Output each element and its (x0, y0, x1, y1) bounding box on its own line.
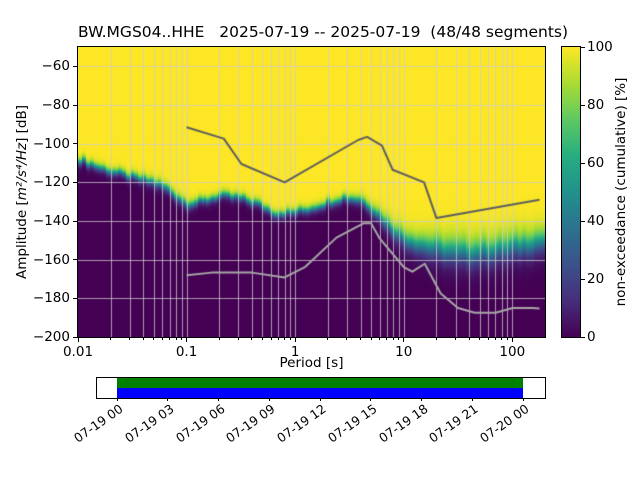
heatmap-canvas (78, 47, 545, 337)
timeline-coverage-segment (117, 388, 523, 398)
x-minor-tick (468, 338, 470, 340)
y-tick (73, 297, 77, 299)
x-minor-tick (494, 338, 496, 340)
colorbar-tick (581, 104, 585, 106)
timeline-bar (96, 377, 546, 399)
x-tick-label: 0.01 (62, 344, 94, 360)
colorbar-tick-label: 60 (587, 155, 605, 171)
x-minor-tick (289, 338, 291, 340)
colorbar-tick (581, 220, 585, 222)
x-minor-tick (270, 338, 272, 340)
x-tick (511, 338, 513, 342)
colorbar-tick (581, 46, 585, 48)
x-minor-tick (181, 338, 183, 340)
y-tick-label: −60 (41, 58, 71, 75)
x-minor-tick (435, 338, 437, 340)
y-tick-label: −160 (32, 251, 70, 268)
x-axis-label: Period [s] (279, 355, 344, 371)
x-tick (294, 338, 296, 342)
x-minor-tick (237, 338, 239, 340)
colorbar-tick (581, 336, 585, 338)
colorbar-gradient (562, 47, 580, 337)
timeline-tick (370, 398, 372, 401)
colorbar-tick (581, 162, 585, 164)
timeline-tick (268, 398, 270, 401)
colorbar-tick-label: 80 (587, 97, 605, 113)
y-tick-label: −200 (32, 329, 70, 345)
colorbar-tick-label: 100 (587, 39, 613, 55)
plot-title: BW.MGS04..HHE 2025-07-19 -- 2025-07-19 (… (78, 23, 569, 41)
x-minor-tick (346, 338, 348, 340)
timeline-tick (522, 398, 524, 401)
x-minor-tick (370, 338, 372, 340)
y-tick (73, 220, 77, 222)
x-minor-tick (251, 338, 253, 340)
timeline-tick (167, 398, 169, 401)
x-tick-label: 0.1 (175, 344, 198, 360)
y-tick-label: −140 (32, 213, 70, 229)
x-minor-tick (386, 338, 388, 340)
x-minor-tick (175, 338, 177, 340)
y-tick (73, 181, 77, 183)
timeline-tick (319, 398, 321, 401)
timeline-data-segment (117, 378, 523, 388)
colorbar-tick-label: 40 (587, 213, 605, 229)
x-tick-label: 100 (499, 344, 526, 360)
y-tick (73, 104, 77, 106)
x-minor-tick (110, 338, 112, 340)
x-minor-tick (261, 338, 263, 340)
x-minor-tick (169, 338, 171, 340)
colorbar-tick (581, 278, 585, 280)
y-tick (73, 259, 77, 261)
plot-area (77, 46, 546, 338)
x-minor-tick (506, 338, 508, 340)
x-minor-tick (501, 338, 503, 340)
x-minor-tick (392, 338, 394, 340)
x-minor-tick (479, 338, 481, 340)
colorbar (561, 46, 581, 338)
x-tick-label: 10 (395, 344, 413, 360)
x-minor-tick (360, 338, 362, 340)
x-minor-tick (487, 338, 489, 340)
colorbar-tick-label: 20 (587, 271, 605, 287)
colorbar-tick-label: 0 (587, 329, 596, 345)
y-tick-label: −180 (32, 290, 70, 307)
x-minor-tick (379, 338, 381, 340)
x-minor-tick (277, 338, 279, 340)
x-minor-tick (142, 338, 144, 340)
x-minor-tick (161, 338, 163, 340)
x-minor-tick (218, 338, 220, 340)
timeline-tick (421, 398, 422, 401)
y-tick-label: −120 (32, 174, 70, 191)
timeline-tick (471, 398, 473, 401)
y-tick (73, 336, 77, 338)
x-tick-label: 1 (290, 344, 300, 360)
x-minor-tick (455, 338, 457, 340)
y-tick-label: −100 (32, 135, 70, 152)
x-minor-tick (327, 338, 329, 340)
timeline-tick (218, 398, 219, 401)
timeline-tick (116, 398, 118, 401)
x-tick (77, 338, 79, 342)
y-tick-label: −80 (41, 97, 71, 113)
x-minor-tick (129, 338, 131, 340)
x-tick (186, 338, 188, 342)
x-minor-tick (398, 338, 400, 340)
x-tick (403, 338, 405, 342)
y-tick (73, 143, 77, 145)
x-minor-tick (153, 338, 155, 340)
y-tick (73, 65, 77, 67)
x-minor-tick (284, 338, 286, 340)
